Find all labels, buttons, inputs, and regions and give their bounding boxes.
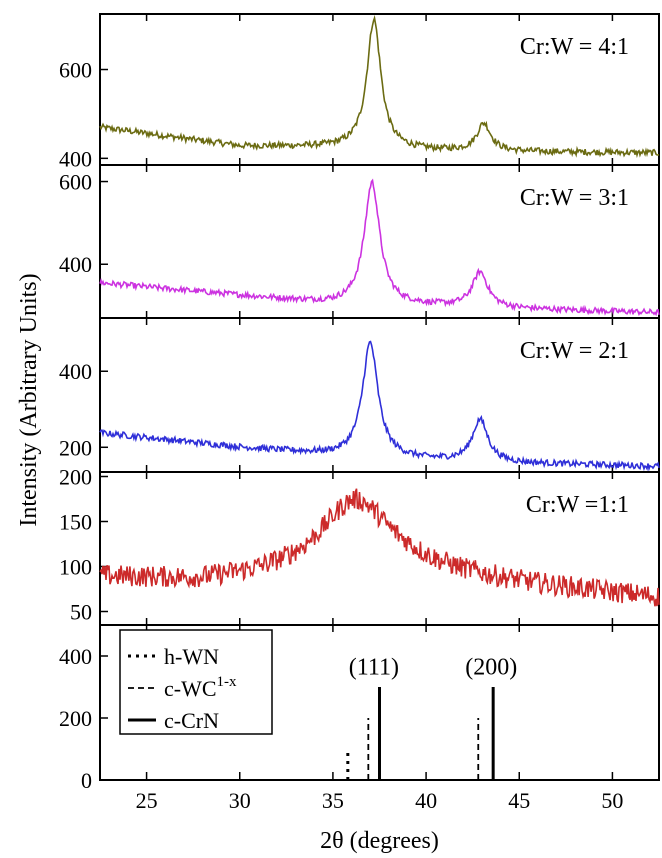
y-axis-label: Intensity (Arbitrary Units) — [16, 273, 42, 526]
series-line-3 — [99, 340, 660, 472]
x-tick-label: 30 — [229, 788, 251, 813]
legend-label-1: h-WN — [164, 644, 219, 669]
y-tick-label: 400 — [59, 644, 92, 669]
x-axis-label: 2θ (degrees) — [320, 828, 439, 854]
y-tick-label: 400 — [59, 146, 92, 171]
x-tick-label: 25 — [136, 788, 158, 813]
reflection-label-2: (200) — [465, 655, 517, 681]
y-tick-label: 400 — [59, 252, 92, 277]
legend-label-2: c-WC1-x — [164, 674, 237, 701]
y-tick-label: 400 — [59, 359, 92, 384]
series-line-4 — [99, 488, 660, 607]
y-tick-label: 200 — [59, 435, 92, 460]
y-tick-label: 200 — [59, 465, 92, 490]
y-tick-label: 150 — [59, 510, 92, 535]
y-tick-label: 600 — [59, 58, 92, 83]
y-tick-label: 200 — [59, 706, 92, 731]
panel-label-3: Cr:W = 2:1 — [520, 338, 629, 364]
x-tick-label: 40 — [415, 788, 437, 813]
series-line-1 — [99, 14, 660, 159]
panel-label-2: Cr:W = 3:1 — [520, 185, 629, 211]
x-tick-label: 35 — [322, 788, 344, 813]
panel-label-4: Cr:W =1:1 — [526, 492, 629, 518]
legend-box — [119, 629, 273, 735]
y-tick-label: 100 — [59, 555, 92, 580]
series-line-2 — [99, 178, 660, 317]
x-tick-label: 50 — [601, 788, 623, 813]
panel-label-1: Cr:W = 4:1 — [520, 34, 629, 60]
legend-label-3: c-CrN — [164, 708, 219, 733]
x-tick-label: 45 — [508, 788, 530, 813]
y-tick-label: 600 — [59, 170, 92, 195]
reflection-label-1: (111) — [349, 655, 399, 681]
y-tick-label: 50 — [70, 600, 92, 625]
y-tick-label: 0 — [81, 768, 92, 793]
